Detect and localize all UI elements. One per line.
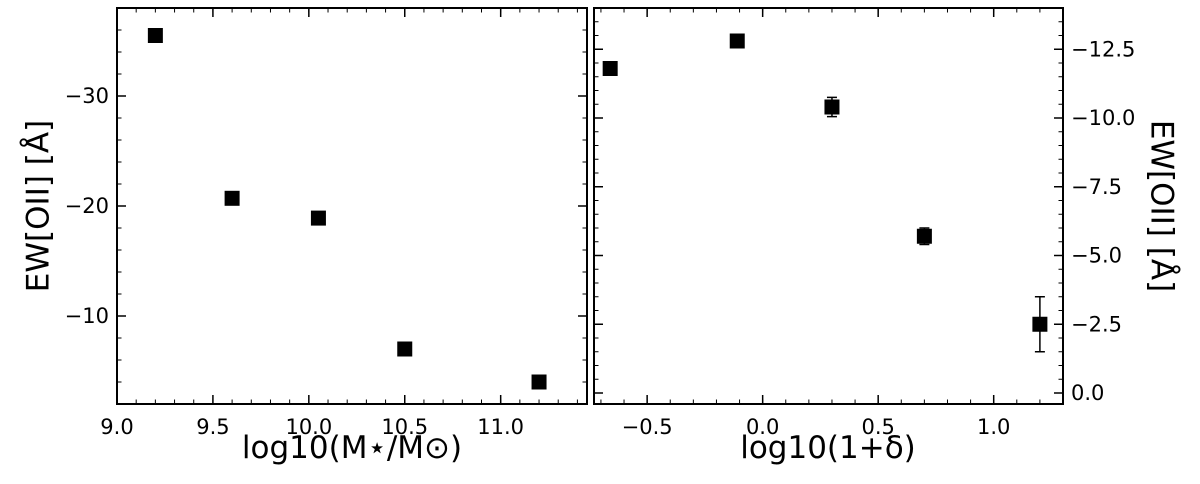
x-tick-label: 10.5 <box>381 415 428 439</box>
x-tick-label: 9.0 <box>100 415 133 439</box>
x-tick-label: 0.0 <box>746 415 779 439</box>
x-axis-label: log10(1+δ) <box>740 430 916 466</box>
data-point <box>147 28 163 43</box>
data-point <box>916 228 932 244</box>
plot-frame <box>116 7 588 405</box>
data-point <box>729 33 745 49</box>
y-tick-label: −10.0 <box>1071 106 1135 130</box>
panel-left-mass: 9.0 9.5 10.0 10.5 11.0 −30 −20 −10 log10(M⋆/M⊙) E… <box>21 7 588 466</box>
plot-frame <box>593 7 1064 405</box>
x-tick-label: 1.0 <box>977 415 1010 439</box>
x-axis-label: log10(M⋆/M⊙) <box>242 430 462 466</box>
y-axis-label: EW[OII] [Å] <box>1144 120 1180 292</box>
data-point <box>824 99 840 115</box>
x-tick-label: 11.0 <box>477 415 524 439</box>
y-tick-label: −10 <box>65 304 109 328</box>
y-tick-label: −20 <box>65 194 109 218</box>
x-tick-label: −0.5 <box>622 415 673 439</box>
x-tick-label: 10.0 <box>285 415 332 439</box>
x-tick-label: 9.5 <box>196 415 229 439</box>
y-tick-label: −2.5 <box>1071 312 1122 336</box>
y-tick-label: 0.0 <box>1071 381 1104 405</box>
data-point <box>1032 316 1048 332</box>
data-point <box>602 61 618 76</box>
panel-right-overdensity: −0.5 0.0 0.5 1.0 0.0 −2.5 −5.0 −7.5 −10.0 −12.5 lo… <box>593 7 1180 466</box>
y-axis-label: EW[OII] [Å] <box>21 120 57 292</box>
x-tick-label: 0.5 <box>861 415 894 439</box>
data-point <box>531 374 547 390</box>
y-tick-label: −7.5 <box>1071 175 1122 199</box>
data-point <box>397 341 413 357</box>
y-tick-label: −12.5 <box>1071 37 1135 61</box>
y-tick-label: −30 <box>65 84 109 108</box>
y-tick-label: −5.0 <box>1071 244 1122 268</box>
data-point <box>224 190 240 206</box>
data-point <box>310 210 326 226</box>
